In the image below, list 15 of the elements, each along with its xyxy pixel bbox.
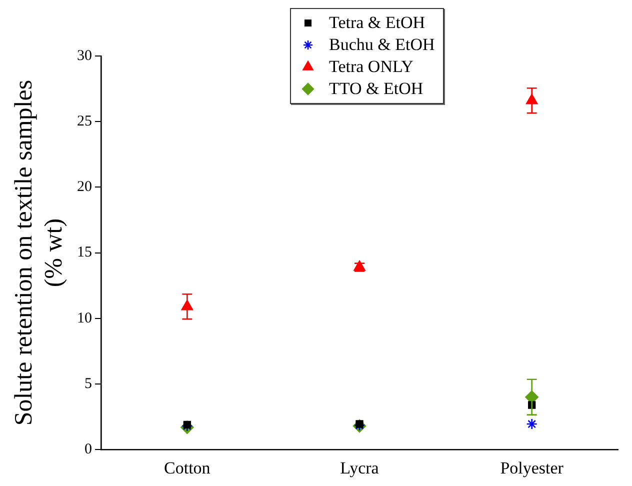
x-tick-label: Polyester <box>500 458 564 478</box>
legend-label: TTO & EtOH <box>329 78 424 100</box>
y-axis-title: Solute retention on textile samples (% wt) <box>10 80 68 426</box>
y-tick-label: 10 <box>77 310 92 326</box>
legend-label: Buchu & EtOH <box>329 34 435 56</box>
y-tick-label: 20 <box>77 179 92 196</box>
y-tick-label: 0 <box>84 442 92 458</box>
y-tick-label: 30 <box>77 48 92 64</box>
legend-label: Tetra & EtOH <box>329 12 426 34</box>
x-tick-label: Cotton <box>164 458 211 478</box>
legend-label: Tetra ONLY <box>329 56 414 78</box>
y-tick-label: 15 <box>77 244 92 261</box>
y-tick-label: 5 <box>84 376 92 392</box>
y-tick-label: 25 <box>77 114 92 130</box>
x-tick-label: Lycra <box>340 458 380 478</box>
